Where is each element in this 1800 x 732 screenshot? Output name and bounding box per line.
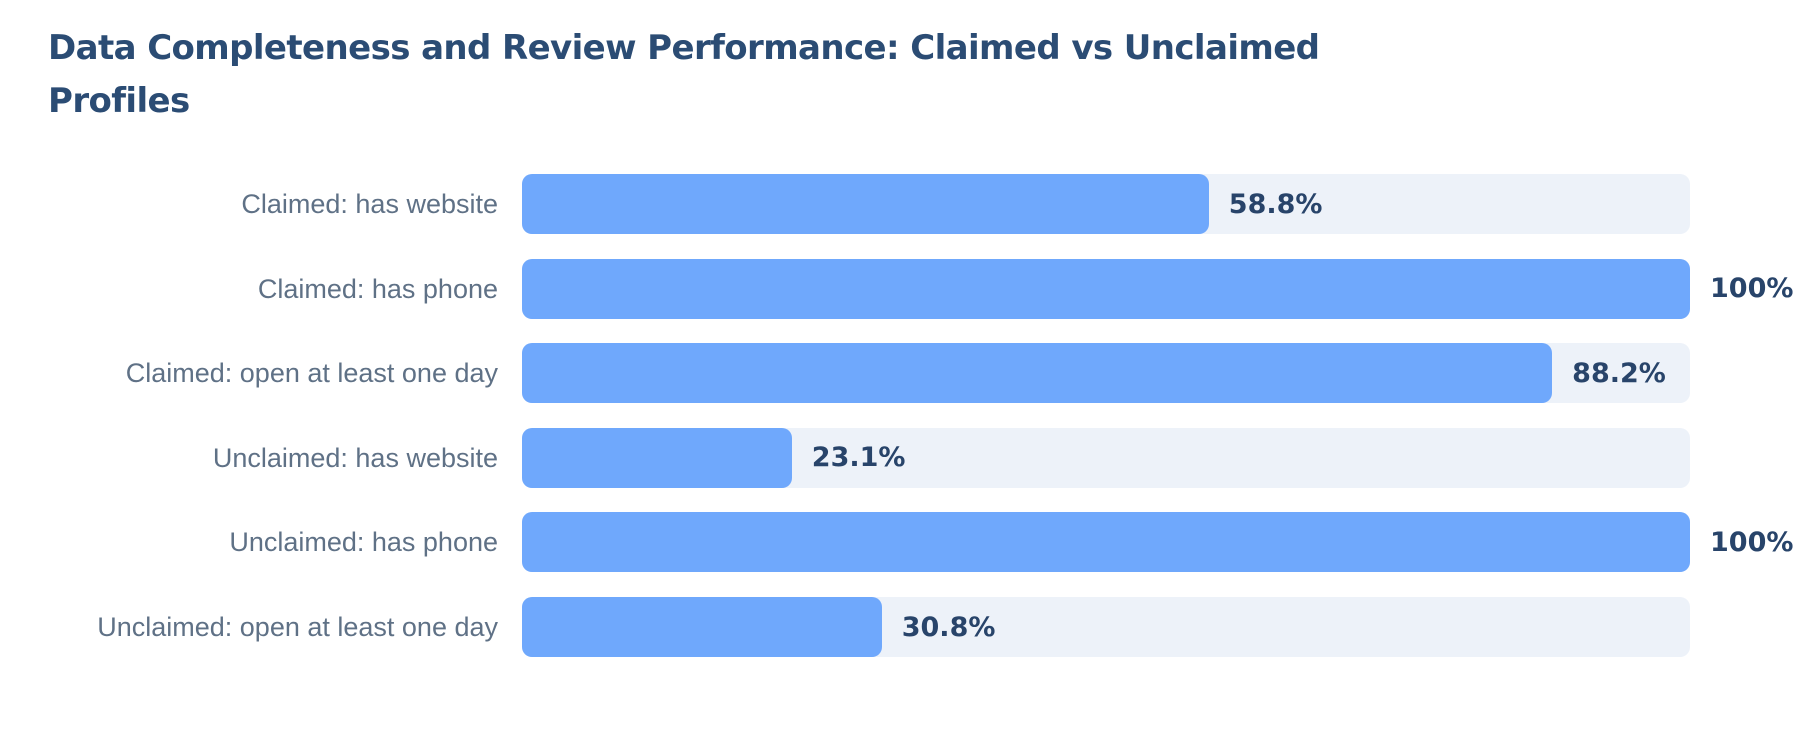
- bar-track: [522, 343, 1690, 404]
- bar: [522, 343, 1553, 404]
- bar-row: Unclaimed: has phone 100%: [0, 512, 1800, 573]
- value-label: 30.8%: [901, 611, 996, 643]
- category-label: Unclaimed: has phone: [229, 527, 498, 558]
- chart-title: Data Completeness and Review Performance…: [48, 28, 1320, 121]
- bar: [522, 174, 1209, 234]
- bar: [522, 427, 792, 488]
- bar-row: Unclaimed: has website 23.1%: [0, 427, 1800, 488]
- category-label: Unclaimed: has website: [212, 442, 498, 473]
- bar-track: [522, 512, 1690, 573]
- category-label: Unclaimed: open at least one day: [97, 612, 498, 642]
- category-label: Claimed: has website: [241, 189, 498, 219]
- bar-row: Claimed: has phone 100%: [0, 258, 1800, 319]
- category-label: Claimed: has phone: [257, 273, 498, 304]
- bar: [522, 512, 1690, 573]
- category-label: Claimed: open at least one day: [125, 358, 498, 389]
- bar-track: [522, 174, 1690, 234]
- bar-row: Claimed: open at least one day 88.2%: [0, 343, 1800, 404]
- value-label: 100%: [1710, 526, 1794, 558]
- bar-row: Unclaimed: open at least one day 30.8%: [0, 597, 1800, 657]
- bar-track: [522, 258, 1690, 319]
- value-label: 88.2%: [1572, 357, 1666, 389]
- value-label: 23.1%: [811, 442, 906, 474]
- bar: [522, 258, 1690, 319]
- bar-track: [522, 427, 1690, 488]
- bar-track: [522, 597, 1690, 657]
- value-label: 58.8%: [1228, 188, 1323, 220]
- bar: [522, 597, 882, 657]
- bar-row: Claimed: has website 58.8%: [0, 174, 1800, 234]
- value-label: 100%: [1710, 273, 1794, 305]
